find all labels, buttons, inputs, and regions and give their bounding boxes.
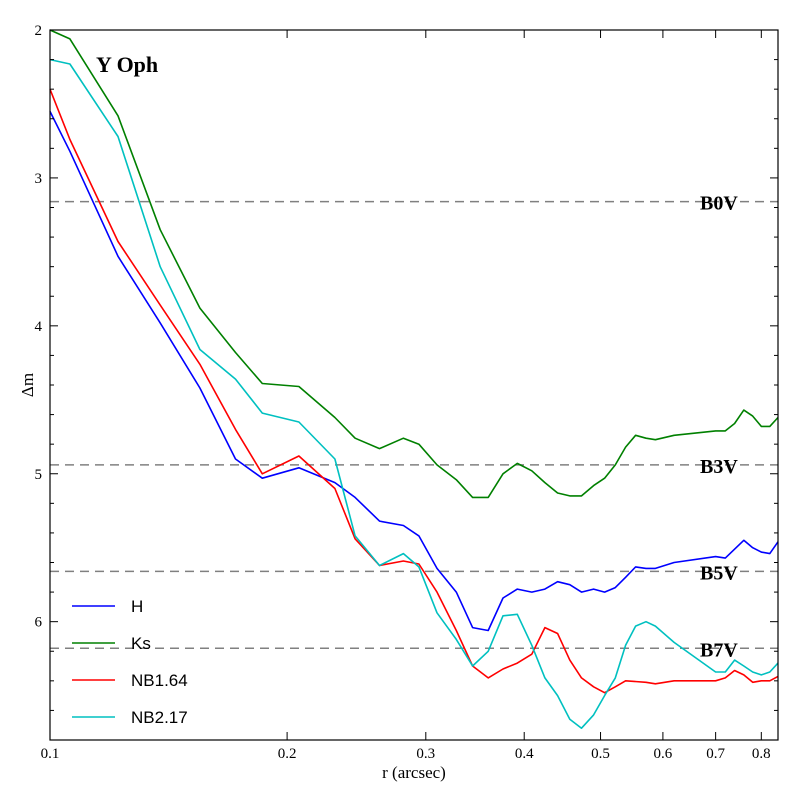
- x-tick-label: 0.1: [41, 746, 60, 762]
- reference-label: B3V: [700, 456, 738, 478]
- series-line-ks: [49, 29, 779, 499]
- x-tick-label: 0.8: [752, 746, 771, 762]
- series-lines: [49, 29, 779, 730]
- x-tick-label: 0.4: [515, 746, 534, 762]
- legend: H Ks NB1.64 NB2.17: [72, 597, 188, 727]
- x-tick-label: 0.5: [591, 746, 610, 762]
- x-tick-label: 0.7: [706, 746, 725, 762]
- legend-label: NB1.64: [131, 671, 188, 690]
- y-tick-label: 5: [35, 467, 43, 483]
- y-tick-label: 6: [35, 615, 43, 631]
- reference-label: B0V: [700, 193, 738, 215]
- y-axis-label: Δm: [18, 373, 37, 397]
- x-axis-ticks: 0.1 0.2 0.3 0.4 0.5 0.6 0.7 0.8: [41, 30, 771, 762]
- plot-frame: [49, 29, 779, 741]
- series-line-nb2-17: [49, 58, 779, 730]
- legend-label: Ks: [131, 634, 151, 653]
- legend-label: NB2.17: [131, 708, 188, 727]
- reference-label: B5V: [700, 562, 738, 584]
- x-axis-label: r (arcsec): [382, 763, 446, 782]
- x-tick-label: 0.3: [416, 746, 435, 762]
- chart-title: Y Oph: [96, 52, 158, 77]
- x-tick-label: 0.2: [278, 746, 297, 762]
- legend-label: H: [131, 597, 143, 616]
- x-tick-label: 0.6: [654, 746, 673, 762]
- series-line-nb1-64: [49, 88, 779, 694]
- reference-lines: [50, 200, 778, 650]
- y-tick-label: 2: [35, 23, 43, 39]
- reference-label: B7V: [700, 639, 738, 661]
- y-axis-ticks: 2 3 4 5 6: [35, 23, 778, 741]
- series-line-h: [49, 111, 779, 632]
- y-tick-label: 4: [35, 319, 43, 335]
- y-tick-label: 3: [35, 171, 43, 187]
- reference-labels: B0V B3V B5V B7V: [700, 193, 738, 662]
